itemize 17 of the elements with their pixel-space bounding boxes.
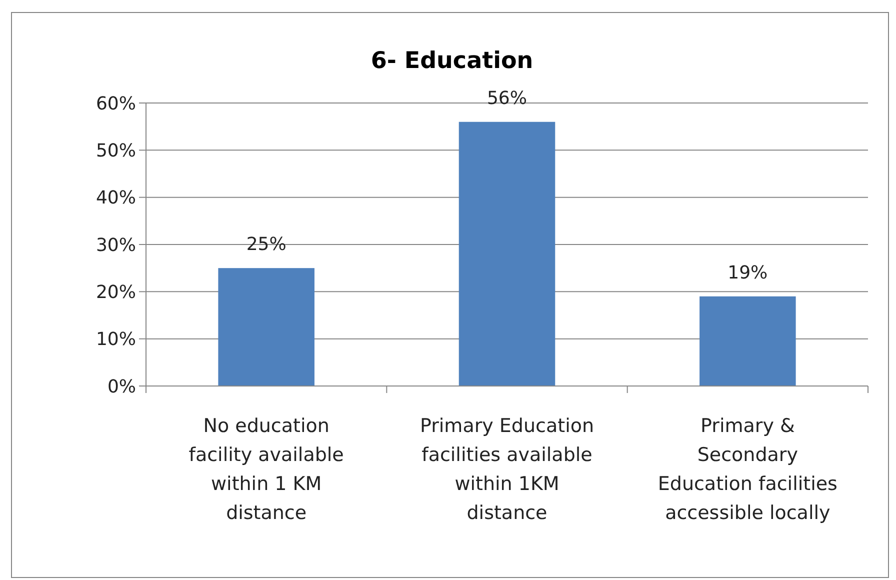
data-label: 25% (246, 234, 286, 256)
y-tick-label: 20% (96, 282, 136, 303)
data-label: 19% (728, 262, 768, 284)
bar (700, 296, 796, 386)
y-tick-label: 60% (96, 93, 136, 114)
chart-title: 6- Education (370, 48, 534, 74)
y-tick-label: 0% (107, 376, 136, 398)
y-tick-label: 30% (96, 234, 136, 256)
bar (218, 268, 314, 386)
bar (458, 122, 556, 386)
x-tick-label: Primary & Secondary Education facilities accessible locally (658, 415, 838, 524)
data-label: 56% (486, 88, 528, 109)
y-tick-label: 50% (96, 140, 136, 162)
x-tick-label: Primary Education facilities available within 1KM distance (420, 415, 594, 524)
y-tick-label: 40% (96, 188, 136, 209)
y-tick-label: 10% (96, 329, 136, 350)
x-tick-label: No education facility available within 1 KM distance (188, 415, 344, 524)
